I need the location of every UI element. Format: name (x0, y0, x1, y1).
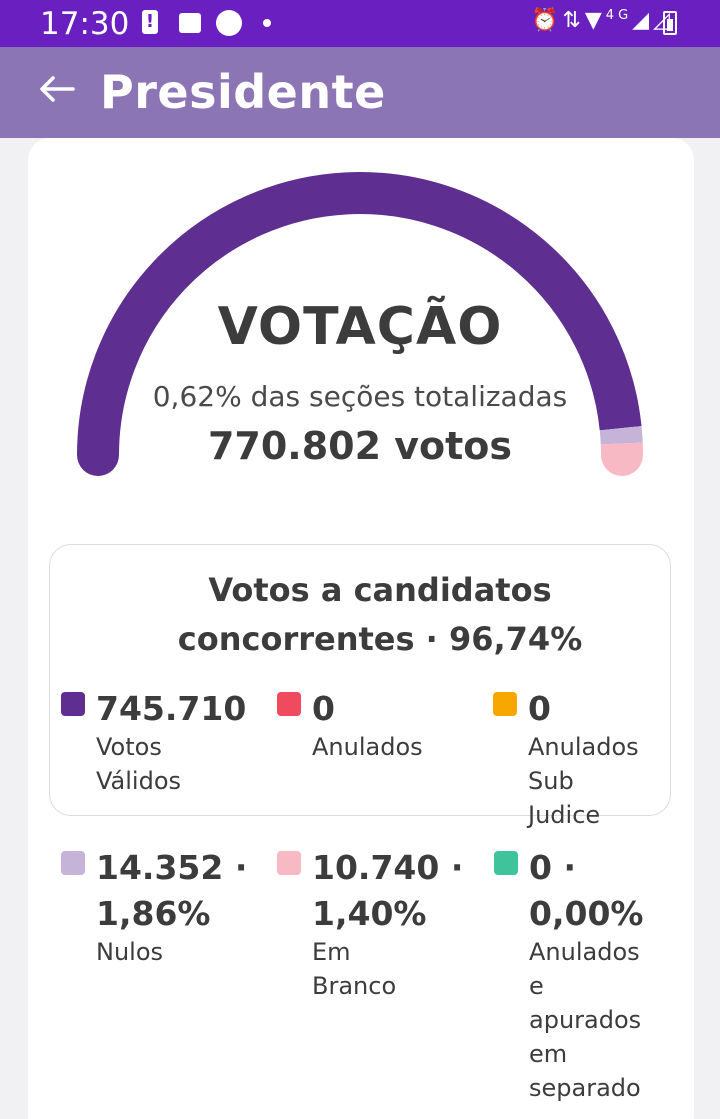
vote-gauge (77, 172, 644, 476)
stat-label: Anulados (529, 938, 640, 966)
valid-title-line2: concorrentes · 96,74% (177, 620, 583, 658)
gauge-votes: 770.802 votos (207, 424, 513, 468)
data-arrows-icon: ⇅ (562, 8, 585, 33)
valid-votes-box (49, 544, 671, 816)
circle-icon (216, 10, 242, 36)
battery-icon (663, 11, 677, 35)
app-bar: Presidente (0, 47, 720, 138)
image-icon (179, 13, 201, 33)
status-right-icons: ⏰⇅▼4G◢◿ (531, 8, 674, 33)
legend-swatch (277, 851, 301, 875)
gauge-cap-right (601, 455, 643, 476)
valid-title-line1: Votos a candidatos (208, 571, 552, 609)
gauge-title: VOTAÇÃO (217, 297, 503, 357)
stat-label: apurados (529, 1006, 642, 1034)
wifi-icon: ▼ (584, 8, 606, 33)
stat-value: 0 · (529, 848, 576, 887)
stat-label: Válidos (96, 767, 182, 795)
alarm-icon: ⏰ (531, 8, 563, 33)
status-time: 17:30 (40, 6, 130, 42)
back-arrow-svg (40, 76, 75, 102)
stat-label: em (529, 1040, 568, 1068)
gauge-segment-0 (77, 172, 642, 456)
status-bar: 17:30 ! ⏰⇅▼4G◢◿ (0, 0, 720, 47)
stat-percent: 0,00% (529, 894, 644, 933)
page-title: Presidente (100, 65, 386, 119)
stat-label: Votos (96, 733, 162, 761)
legend-swatch (493, 692, 517, 716)
gauge-segment-1 (599, 426, 643, 445)
stat-label: e (529, 972, 544, 1000)
stat-value: 0 (312, 689, 335, 728)
signal-icon: ◢ (632, 8, 654, 33)
stat-value: 14.352 · (96, 848, 248, 887)
stat-value: 10.740 · (312, 848, 464, 887)
stat-label: Sub Judice (528, 767, 601, 829)
stat-percent: 1,40% (312, 894, 427, 933)
arrow-left-icon[interactable] (37, 69, 77, 118)
legend-swatch (61, 692, 85, 716)
stat-label: Branco (312, 972, 397, 1000)
dot-icon (263, 19, 271, 27)
legend-swatch (494, 851, 518, 875)
stat-label: Nulos (96, 938, 164, 966)
legend-swatch (61, 851, 85, 875)
stat-label: Anulados (312, 733, 423, 761)
valid-votes-title: Votos a candidatos concorrentes · 96,74% (50, 566, 710, 664)
stat-label: Em (312, 938, 351, 966)
stat-percent: 1,86% (96, 894, 211, 933)
alert-icon: ! (142, 10, 158, 34)
stat-value: 745.710 (96, 689, 247, 728)
4g-icon: 4G (605, 8, 633, 23)
legend-swatch (277, 692, 301, 716)
gauge-cap-left (77, 434, 119, 476)
signal-x-icon: ◿ (653, 8, 674, 33)
stat-label: Anulados (528, 733, 639, 761)
stat-value: 0 (528, 689, 551, 728)
gauge-subtitle: 0,62% das seções totalizadas (152, 380, 568, 413)
stat-label: separado (529, 1074, 641, 1102)
